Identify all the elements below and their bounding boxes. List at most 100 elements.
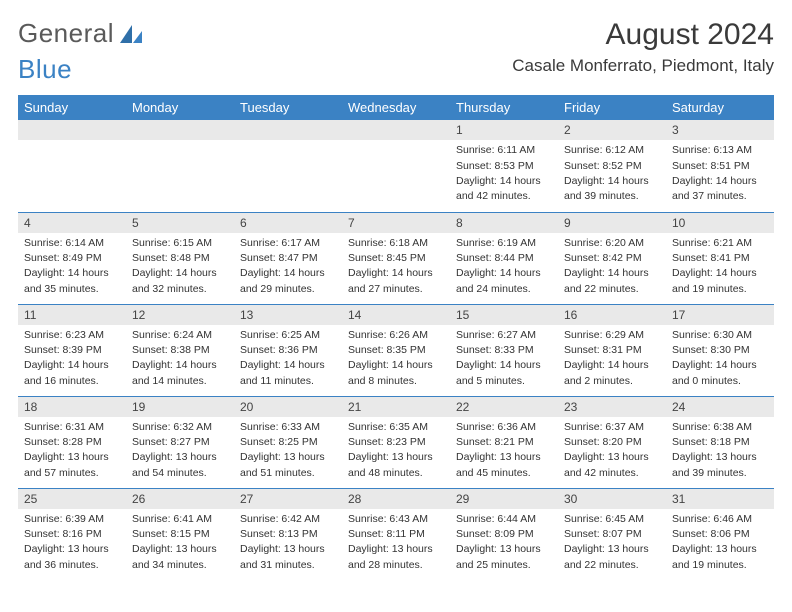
calendar-cell: 21Sunrise: 6:35 AMSunset: 8:23 PMDayligh… <box>342 396 450 488</box>
month-title: August 2024 <box>512 18 774 52</box>
calendar-cell: 29Sunrise: 6:44 AMSunset: 8:09 PMDayligh… <box>450 488 558 580</box>
calendar-cell: 3Sunrise: 6:13 AMSunset: 8:51 PMDaylight… <box>666 120 774 212</box>
sunset-text: Sunset: 8:20 PM <box>564 435 660 450</box>
day-number: 19 <box>126 397 234 417</box>
daylight-text: Daylight: 13 hours and 45 minutes. <box>456 450 552 480</box>
sunrise-text: Sunrise: 6:11 AM <box>456 143 552 158</box>
daylight-text: Daylight: 14 hours and 22 minutes. <box>564 266 660 296</box>
sunset-text: Sunset: 8:18 PM <box>672 435 768 450</box>
brand-word-2: Blue <box>18 54 72 85</box>
day-details: Sunrise: 6:14 AMSunset: 8:49 PMDaylight:… <box>18 233 126 301</box>
brand-logo: General <box>18 18 144 49</box>
daylight-text: Daylight: 14 hours and 8 minutes. <box>348 358 444 388</box>
calendar-cell: 5Sunrise: 6:15 AMSunset: 8:48 PMDaylight… <box>126 212 234 304</box>
sunset-text: Sunset: 8:36 PM <box>240 343 336 358</box>
calendar-cell: 13Sunrise: 6:25 AMSunset: 8:36 PMDayligh… <box>234 304 342 396</box>
day-details: Sunrise: 6:24 AMSunset: 8:38 PMDaylight:… <box>126 325 234 393</box>
day-number: 27 <box>234 489 342 509</box>
day-number: 8 <box>450 213 558 233</box>
daylight-text: Daylight: 13 hours and 39 minutes. <box>672 450 768 480</box>
day-number: 14 <box>342 305 450 325</box>
sunset-text: Sunset: 8:41 PM <box>672 251 768 266</box>
day-number: 13 <box>234 305 342 325</box>
sunrise-text: Sunrise: 6:46 AM <box>672 512 768 527</box>
sunrise-text: Sunrise: 6:27 AM <box>456 328 552 343</box>
day-number: 21 <box>342 397 450 417</box>
day-number <box>18 120 126 140</box>
sunrise-text: Sunrise: 6:13 AM <box>672 143 768 158</box>
daylight-text: Daylight: 13 hours and 31 minutes. <box>240 542 336 572</box>
sunset-text: Sunset: 8:27 PM <box>132 435 228 450</box>
calendar-cell: 10Sunrise: 6:21 AMSunset: 8:41 PMDayligh… <box>666 212 774 304</box>
daylight-text: Daylight: 13 hours and 51 minutes. <box>240 450 336 480</box>
calendar-cell: 15Sunrise: 6:27 AMSunset: 8:33 PMDayligh… <box>450 304 558 396</box>
calendar-cell: 14Sunrise: 6:26 AMSunset: 8:35 PMDayligh… <box>342 304 450 396</box>
weekday-header: Friday <box>558 95 666 120</box>
calendar-cell: 25Sunrise: 6:39 AMSunset: 8:16 PMDayligh… <box>18 488 126 580</box>
daylight-text: Daylight: 14 hours and 14 minutes. <box>132 358 228 388</box>
sunrise-text: Sunrise: 6:26 AM <box>348 328 444 343</box>
weekday-header: Sunday <box>18 95 126 120</box>
daylight-text: Daylight: 13 hours and 34 minutes. <box>132 542 228 572</box>
calendar-row: 11Sunrise: 6:23 AMSunset: 8:39 PMDayligh… <box>18 304 774 396</box>
calendar-cell: 7Sunrise: 6:18 AMSunset: 8:45 PMDaylight… <box>342 212 450 304</box>
sunrise-text: Sunrise: 6:18 AM <box>348 236 444 251</box>
sunrise-text: Sunrise: 6:37 AM <box>564 420 660 435</box>
sunrise-text: Sunrise: 6:45 AM <box>564 512 660 527</box>
day-number <box>126 120 234 140</box>
sunrise-text: Sunrise: 6:43 AM <box>348 512 444 527</box>
calendar-cell: 23Sunrise: 6:37 AMSunset: 8:20 PMDayligh… <box>558 396 666 488</box>
daylight-text: Daylight: 14 hours and 2 minutes. <box>564 358 660 388</box>
day-details: Sunrise: 6:26 AMSunset: 8:35 PMDaylight:… <box>342 325 450 393</box>
daylight-text: Daylight: 14 hours and 16 minutes. <box>24 358 120 388</box>
calendar-cell: 2Sunrise: 6:12 AMSunset: 8:52 PMDaylight… <box>558 120 666 212</box>
day-details: Sunrise: 6:18 AMSunset: 8:45 PMDaylight:… <box>342 233 450 301</box>
day-details: Sunrise: 6:41 AMSunset: 8:15 PMDaylight:… <box>126 509 234 577</box>
day-number: 17 <box>666 305 774 325</box>
daylight-text: Daylight: 13 hours and 48 minutes. <box>348 450 444 480</box>
sunrise-text: Sunrise: 6:33 AM <box>240 420 336 435</box>
sunrise-text: Sunrise: 6:25 AM <box>240 328 336 343</box>
sunset-text: Sunset: 8:49 PM <box>24 251 120 266</box>
sunset-text: Sunset: 8:44 PM <box>456 251 552 266</box>
daylight-text: Daylight: 14 hours and 29 minutes. <box>240 266 336 296</box>
day-number: 3 <box>666 120 774 140</box>
day-details: Sunrise: 6:39 AMSunset: 8:16 PMDaylight:… <box>18 509 126 577</box>
calendar-cell: 24Sunrise: 6:38 AMSunset: 8:18 PMDayligh… <box>666 396 774 488</box>
day-number: 5 <box>126 213 234 233</box>
daylight-text: Daylight: 14 hours and 39 minutes. <box>564 174 660 204</box>
sunrise-text: Sunrise: 6:20 AM <box>564 236 660 251</box>
sunset-text: Sunset: 8:07 PM <box>564 527 660 542</box>
calendar-row: 25Sunrise: 6:39 AMSunset: 8:16 PMDayligh… <box>18 488 774 580</box>
daylight-text: Daylight: 14 hours and 37 minutes. <box>672 174 768 204</box>
sunrise-text: Sunrise: 6:39 AM <box>24 512 120 527</box>
day-details: Sunrise: 6:38 AMSunset: 8:18 PMDaylight:… <box>666 417 774 485</box>
day-details: Sunrise: 6:25 AMSunset: 8:36 PMDaylight:… <box>234 325 342 393</box>
day-number: 2 <box>558 120 666 140</box>
calendar-row: 1Sunrise: 6:11 AMSunset: 8:53 PMDaylight… <box>18 120 774 212</box>
sunset-text: Sunset: 8:30 PM <box>672 343 768 358</box>
sunset-text: Sunset: 8:42 PM <box>564 251 660 266</box>
day-number: 26 <box>126 489 234 509</box>
daylight-text: Daylight: 13 hours and 36 minutes. <box>24 542 120 572</box>
day-details: Sunrise: 6:37 AMSunset: 8:20 PMDaylight:… <box>558 417 666 485</box>
day-number <box>234 120 342 140</box>
sunset-text: Sunset: 8:47 PM <box>240 251 336 266</box>
calendar-cell: 9Sunrise: 6:20 AMSunset: 8:42 PMDaylight… <box>558 212 666 304</box>
calendar-body: 1Sunrise: 6:11 AMSunset: 8:53 PMDaylight… <box>18 120 774 580</box>
title-block: August 2024 Casale Monferrato, Piedmont,… <box>512 18 774 76</box>
day-details: Sunrise: 6:23 AMSunset: 8:39 PMDaylight:… <box>18 325 126 393</box>
sunset-text: Sunset: 8:11 PM <box>348 527 444 542</box>
calendar-cell <box>234 120 342 212</box>
day-details: Sunrise: 6:20 AMSunset: 8:42 PMDaylight:… <box>558 233 666 301</box>
day-details: Sunrise: 6:35 AMSunset: 8:23 PMDaylight:… <box>342 417 450 485</box>
day-details: Sunrise: 6:15 AMSunset: 8:48 PMDaylight:… <box>126 233 234 301</box>
sunset-text: Sunset: 8:21 PM <box>456 435 552 450</box>
sunset-text: Sunset: 8:45 PM <box>348 251 444 266</box>
sunset-text: Sunset: 8:53 PM <box>456 159 552 174</box>
daylight-text: Daylight: 14 hours and 24 minutes. <box>456 266 552 296</box>
calendar-cell: 18Sunrise: 6:31 AMSunset: 8:28 PMDayligh… <box>18 396 126 488</box>
day-number: 4 <box>18 213 126 233</box>
day-details: Sunrise: 6:45 AMSunset: 8:07 PMDaylight:… <box>558 509 666 577</box>
day-details: Sunrise: 6:29 AMSunset: 8:31 PMDaylight:… <box>558 325 666 393</box>
